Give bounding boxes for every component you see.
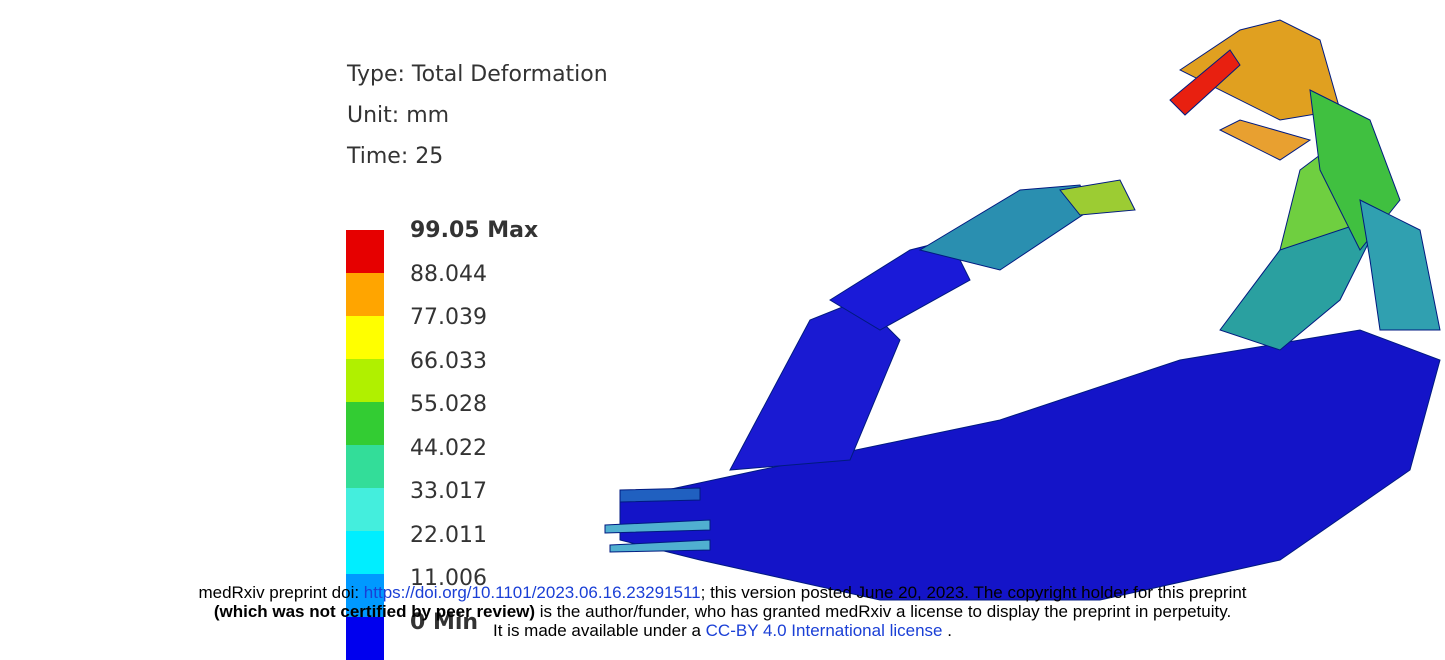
band [346, 531, 384, 574]
footer-text: is the author/funder, who has granted me… [535, 602, 1231, 621]
legend-label: 22.011 [410, 523, 487, 548]
band [346, 402, 384, 445]
time: Time: 25 [347, 144, 443, 169]
license-link[interactable]: CC-BY 4.0 International license [706, 621, 943, 640]
doi-link[interactable]: https://doi.org/10.1101/2023.06.16.23291… [364, 583, 701, 602]
hand-model [580, 0, 1445, 644]
footer-bold: (which was not certified by peer review) [214, 602, 535, 621]
legend-label: 66.033 [410, 349, 487, 374]
band [346, 488, 384, 531]
footer-line-1: medRxiv preprint doi: https://doi.org/10… [0, 583, 1445, 602]
unit: Unit: mm [347, 103, 449, 128]
footer-line-2: (which was not certified by peer review)… [0, 602, 1445, 621]
footer-text: . [943, 621, 952, 640]
band [346, 359, 384, 402]
result-type: Type: Total Deformation [347, 62, 608, 87]
footer-text: It is made available under a [493, 621, 706, 640]
finger-1-tip [1220, 120, 1310, 160]
legend-label: 44.022 [410, 436, 487, 461]
band [346, 273, 384, 316]
page: Type: Total Deformation Unit: mm Time: 2… [0, 0, 1445, 644]
band [346, 445, 384, 488]
legend-label: 88.044 [410, 262, 487, 287]
legend-label: 77.039 [410, 305, 487, 330]
legend-label: 99.05 Max [410, 218, 538, 243]
band [346, 316, 384, 359]
footer-line-3: It is made available under a CC-BY 4.0 I… [0, 621, 1445, 640]
footer-text: medRxiv preprint doi: [198, 583, 363, 602]
finger-3 [1360, 200, 1440, 330]
tendon [620, 488, 700, 502]
band [346, 230, 384, 273]
legend-label: 55.028 [410, 392, 487, 417]
legend-label: 33.017 [410, 479, 487, 504]
footer-text: ; this version posted June 20, 2023. The… [701, 583, 1247, 602]
